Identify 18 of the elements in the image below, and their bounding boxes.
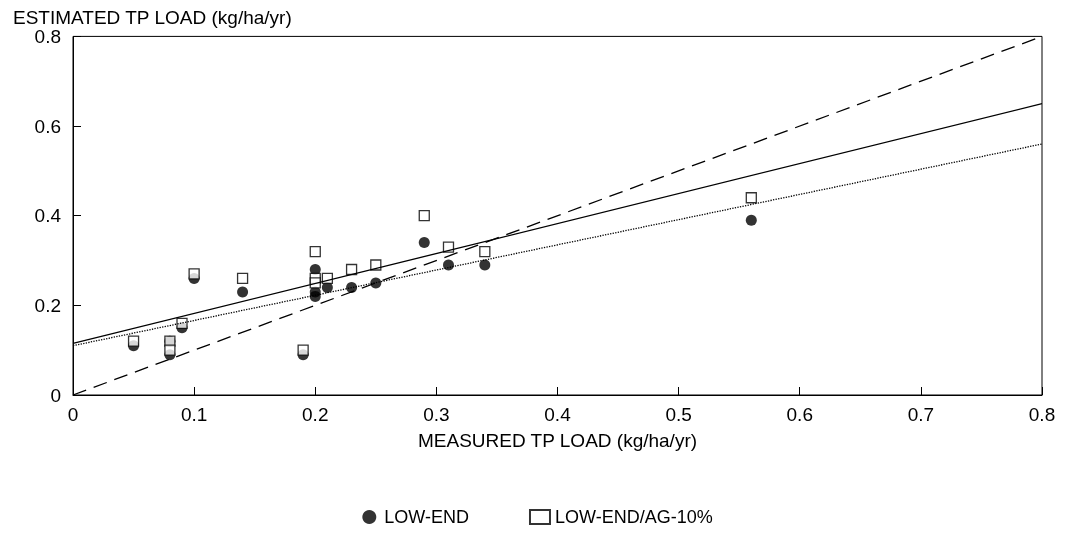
x-tick-label: 0.5 (665, 404, 692, 425)
x-tick-label: 0.6 (786, 404, 813, 425)
x-tick-label: 0 (67, 404, 79, 425)
x-tick-label: 0.3 (423, 404, 450, 425)
x-tick-label: 0.2 (302, 404, 329, 425)
legend-label: LOW-END (384, 507, 469, 527)
x-tick-label: 0.4 (544, 404, 572, 425)
x-axis-title: MEASURED TP LOAD (kg/ha/yr) (417, 430, 698, 451)
y-tick-label: 0.4 (34, 205, 62, 227)
y-tick-label: 0.6 (34, 115, 61, 137)
x-tick-label: 0.7 (907, 404, 935, 425)
y-tick-label: 0.2 (34, 294, 61, 316)
y-tick-label: 0.8 (34, 25, 61, 47)
y-axis-title: ESTIMATED TP LOAD (kg/ha/yr) (13, 7, 292, 28)
x-tick-label: 0.1 (180, 404, 208, 425)
x-tick-label: 0.8 (1028, 404, 1056, 425)
y-tick-label: 0 (50, 384, 61, 406)
legend-label: LOW-END/AG-10% (554, 507, 713, 527)
